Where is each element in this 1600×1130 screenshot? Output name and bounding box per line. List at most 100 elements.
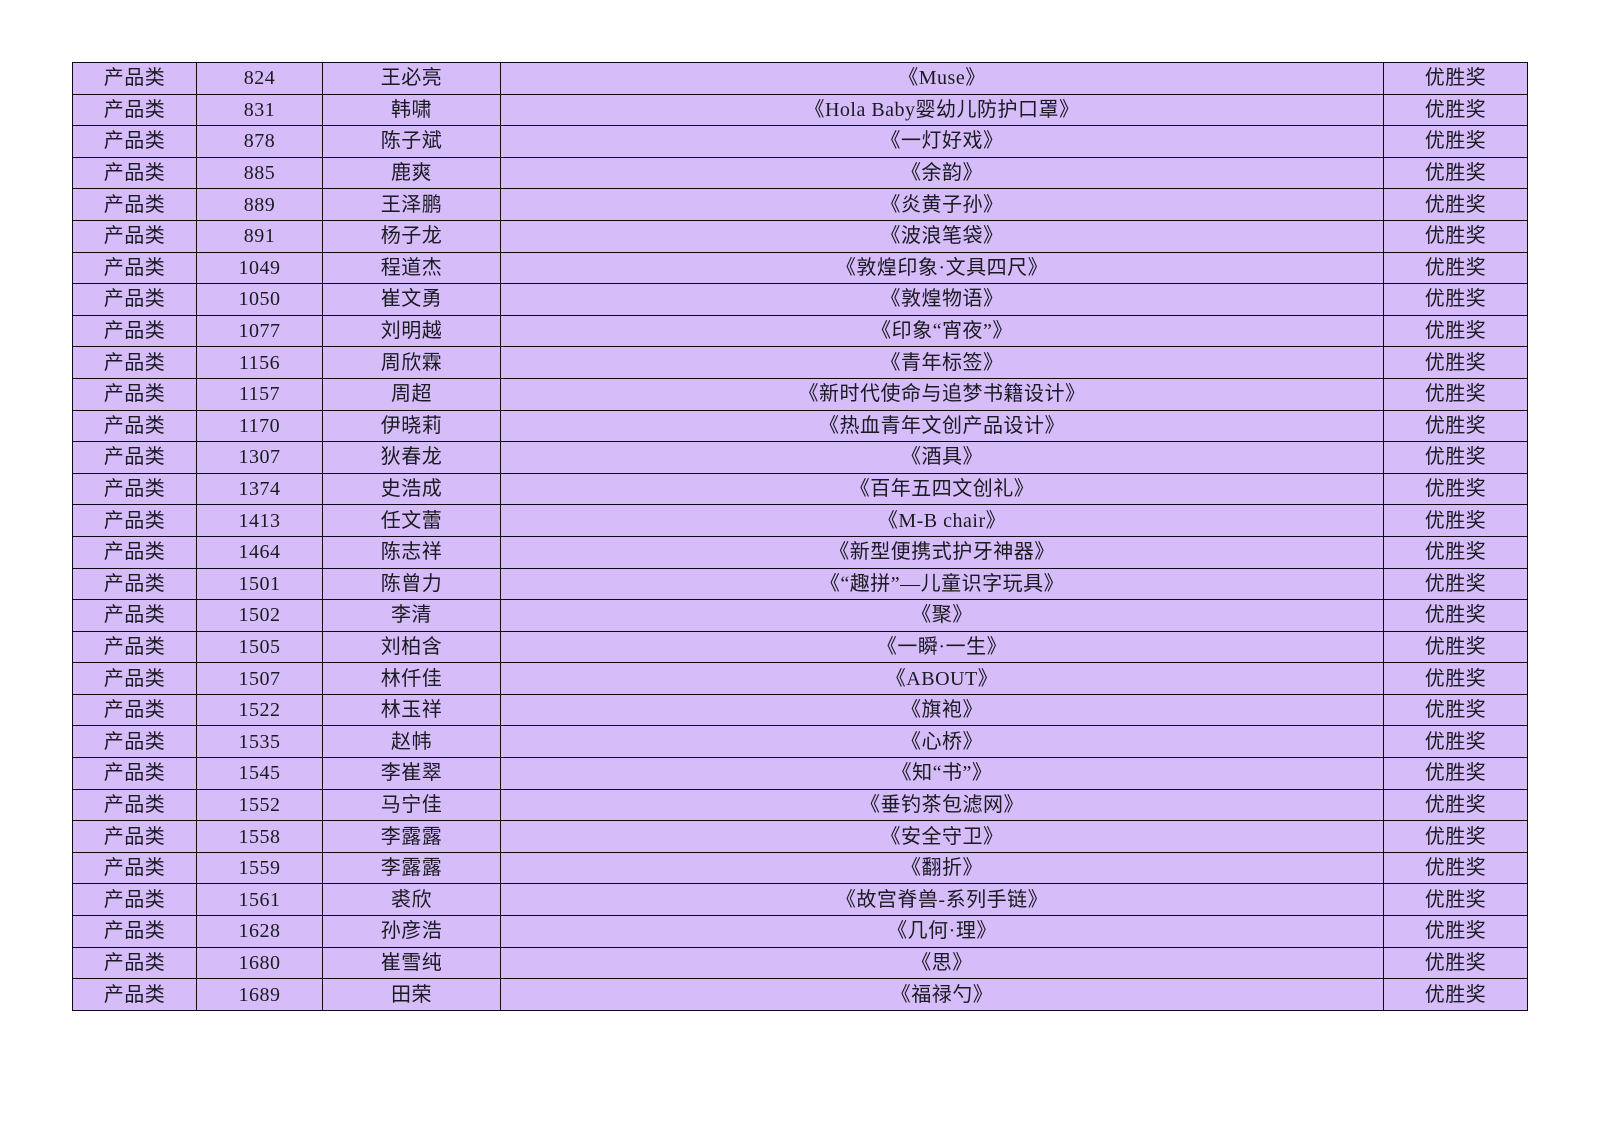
- cell-category: 产品类: [72, 314, 197, 348]
- cell-award: 优胜奖: [1383, 820, 1528, 853]
- cell-category: 产品类: [72, 346, 197, 379]
- cell-award: 优胜奖: [1383, 599, 1528, 632]
- cell-name: 刘明越: [322, 314, 501, 348]
- cell-category: 产品类: [72, 725, 197, 759]
- cell-title: 《思》: [500, 946, 1384, 980]
- cell-title: 《心桥》: [500, 725, 1384, 759]
- cell-number: 878: [196, 125, 323, 158]
- cell-category: 产品类: [72, 472, 197, 506]
- cell-name: 孙彦浩: [322, 915, 501, 948]
- cell-award: 优胜奖: [1383, 472, 1528, 506]
- cell-title: 《炎黄子孙》: [500, 188, 1384, 221]
- cell-name: 李露露: [322, 820, 501, 853]
- cell-name: 林玉祥: [322, 693, 501, 727]
- cell-name: 狄春龙: [322, 441, 501, 474]
- cell-award: 优胜奖: [1383, 693, 1528, 727]
- cell-award: 优胜奖: [1383, 219, 1528, 253]
- table-row: 产品类 1050 崔文勇 《敦煌物语》 优胜奖: [72, 283, 1528, 316]
- table-row: 产品类 1507 林仟佳 《ABOUT》 优胜奖: [72, 662, 1528, 695]
- cell-name: 杨子龙: [322, 219, 501, 253]
- cell-number: 1170: [196, 409, 323, 443]
- cell-award: 优胜奖: [1383, 630, 1528, 664]
- cell-name: 李清: [322, 599, 501, 632]
- cell-award: 优胜奖: [1383, 251, 1528, 285]
- cell-number: 885: [196, 156, 323, 190]
- cell-title: 《M-B chair》: [500, 504, 1384, 537]
- cell-category: 产品类: [72, 283, 197, 316]
- cell-number: 1501: [196, 567, 323, 601]
- cell-category: 产品类: [72, 535, 197, 569]
- cell-title: 《波浪笔袋》: [500, 219, 1384, 253]
- cell-category: 产品类: [72, 820, 197, 853]
- cell-award: 优胜奖: [1383, 409, 1528, 443]
- cell-category: 产品类: [72, 662, 197, 695]
- table-row: 产品类 824 王必亮 《Muse》 优胜奖: [72, 62, 1528, 95]
- cell-category: 产品类: [72, 93, 197, 127]
- cell-number: 1502: [196, 599, 323, 632]
- cell-award: 优胜奖: [1383, 62, 1528, 95]
- cell-category: 产品类: [72, 504, 197, 537]
- cell-number: 1522: [196, 693, 323, 727]
- cell-title: 《一灯好戏》: [500, 125, 1384, 158]
- cell-title: 《故宫脊兽-系列手链》: [500, 883, 1384, 917]
- cell-category: 产品类: [72, 915, 197, 948]
- cell-category: 产品类: [72, 883, 197, 917]
- cell-title: 《旗袍》: [500, 693, 1384, 727]
- cell-number: 1050: [196, 283, 323, 316]
- table-row: 产品类 1374 史浩成 《百年五四文创礼》 优胜奖: [72, 472, 1528, 506]
- cell-number: 891: [196, 219, 323, 253]
- table-row: 产品类 1157 周超 《新时代使命与追梦书籍设计》 优胜奖: [72, 377, 1528, 411]
- cell-name: 李露露: [322, 851, 501, 885]
- cell-name: 陈曾力: [322, 567, 501, 601]
- cell-name: 裘欣: [322, 883, 501, 917]
- cell-award: 优胜奖: [1383, 978, 1528, 1011]
- table-row: 产品类 1464 陈志祥 《新型便携式护牙神器》 优胜奖: [72, 535, 1528, 569]
- cell-name: 周超: [322, 377, 501, 411]
- table-row: 产品类 1505 刘柏含 《一瞬·一生》 优胜奖: [72, 630, 1528, 664]
- cell-category: 产品类: [72, 851, 197, 885]
- cell-name: 史浩成: [322, 472, 501, 506]
- cell-award: 优胜奖: [1383, 125, 1528, 158]
- cell-award: 优胜奖: [1383, 441, 1528, 474]
- table-row: 产品类 1502 李清 《聚》 优胜奖: [72, 599, 1528, 632]
- table-row: 产品类 1535 赵帏 《心桥》 优胜奖: [72, 725, 1528, 759]
- cell-title: 《“趣拼”—儿童识字玩具》: [500, 567, 1384, 601]
- cell-category: 产品类: [72, 757, 197, 790]
- table-row: 产品类 831 韩啸 《Hola Baby婴幼儿防护口罩》 优胜奖: [72, 93, 1528, 127]
- cell-number: 1505: [196, 630, 323, 664]
- cell-title: 《安全守卫》: [500, 820, 1384, 853]
- cell-number: 1307: [196, 441, 323, 474]
- table-row: 产品类 1561 裘欣 《故宫脊兽-系列手链》 优胜奖: [72, 883, 1528, 917]
- cell-name: 崔文勇: [322, 283, 501, 316]
- cell-award: 优胜奖: [1383, 156, 1528, 190]
- cell-name: 崔雪纯: [322, 946, 501, 980]
- cell-number: 1507: [196, 662, 323, 695]
- cell-number: 1689: [196, 978, 323, 1011]
- table-row: 产品类 1545 李崔翠 《知“书”》 优胜奖: [72, 757, 1528, 790]
- table-row: 产品类 1552 马宁佳 《垂钓茶包滤网》 优胜奖: [72, 788, 1528, 822]
- cell-title: 《Hola Baby婴幼儿防护口罩》: [500, 93, 1384, 127]
- cell-title: 《酒具》: [500, 441, 1384, 474]
- table-row: 产品类 1170 伊晓莉 《热血青年文创产品设计》 优胜奖: [72, 409, 1528, 443]
- table-row: 产品类 1156 周欣霖 《青年标签》 优胜奖: [72, 346, 1528, 379]
- cell-category: 产品类: [72, 946, 197, 980]
- table-row: 产品类 1307 狄春龙 《酒具》 优胜奖: [72, 441, 1528, 474]
- cell-number: 1077: [196, 314, 323, 348]
- cell-name: 赵帏: [322, 725, 501, 759]
- cell-number: 1628: [196, 915, 323, 948]
- cell-number: 1464: [196, 535, 323, 569]
- cell-category: 产品类: [72, 188, 197, 221]
- cell-name: 林仟佳: [322, 662, 501, 695]
- cell-title: 《敦煌物语》: [500, 283, 1384, 316]
- cell-award: 优胜奖: [1383, 283, 1528, 316]
- cell-name: 韩啸: [322, 93, 501, 127]
- cell-number: 1552: [196, 788, 323, 822]
- cell-category: 产品类: [72, 251, 197, 285]
- cell-number: 1157: [196, 377, 323, 411]
- table-row: 产品类 1413 任文蕾 《M-B chair》 优胜奖: [72, 504, 1528, 537]
- table-row: 产品类 1628 孙彦浩 《几何·理》 优胜奖: [72, 915, 1528, 948]
- cell-name: 王必亮: [322, 62, 501, 95]
- table-row: 产品类 1077 刘明越 《印象“宵夜”》 优胜奖: [72, 314, 1528, 348]
- cell-category: 产品类: [72, 377, 197, 411]
- cell-number: 1049: [196, 251, 323, 285]
